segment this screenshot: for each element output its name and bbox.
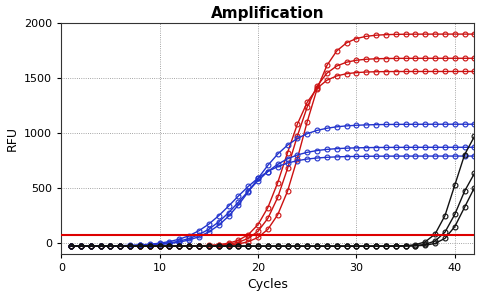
X-axis label: Cycles: Cycles <box>247 279 288 291</box>
Y-axis label: RFU: RFU <box>6 126 19 151</box>
Title: Amplification: Amplification <box>211 6 324 20</box>
